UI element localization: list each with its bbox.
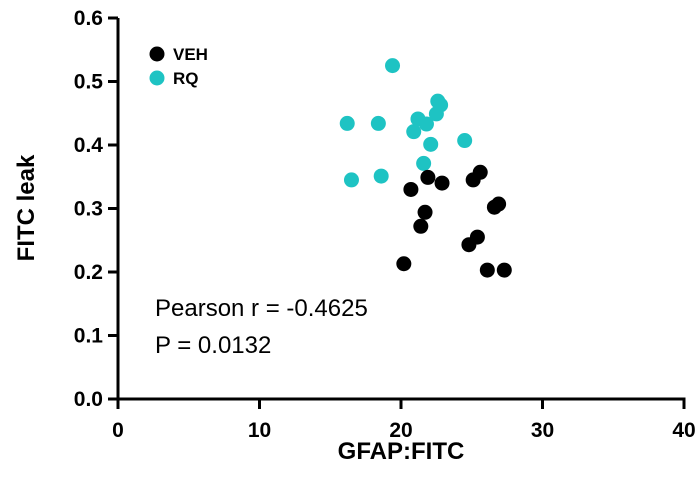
data-point-rq [343,172,359,188]
y-axis-title: FITC leak [13,154,40,261]
legend-marker-rq [149,70,165,86]
ticks: 0 10 20 30 40 0.0 0.1 0.2 0.3 0.4 0.5 0.6 [74,7,696,442]
data-point-rq [339,115,355,131]
series-rq [339,58,473,188]
data-point-veh [479,262,495,278]
series-veh [396,164,512,278]
y-tick-label: 0.5 [74,71,104,94]
y-tick-label: 0.2 [74,261,103,284]
data-point-rq [433,97,449,113]
data-point-veh [403,181,419,197]
data-point-veh [469,229,485,245]
p-value-annotation: P = 0.0132 [155,332,271,359]
data-point-veh [491,196,507,212]
data-point-veh [396,256,412,272]
data-point-veh [420,169,436,185]
y-tick-label: 0.6 [74,7,103,30]
legend-label-veh: VEH [173,45,208,64]
data-point-veh [496,262,512,278]
legend: VEH RQ [149,45,208,88]
legend-label-rq: RQ [173,69,199,88]
data-points [339,58,512,278]
data-point-rq [370,115,386,131]
y-tick-label: 0.4 [74,134,104,157]
pearson-annotation: Pearson r = -0.4625 [155,295,368,322]
legend-marker-veh [149,46,165,62]
data-point-rq [416,155,432,171]
data-point-rq [457,133,473,149]
x-axis-title: GFAP:FITC [338,438,465,465]
x-tick-label: 0 [112,419,124,442]
x-tick-label: 20 [389,419,412,442]
data-point-veh [434,175,450,191]
data-point-veh [472,164,488,180]
data-point-rq [373,168,389,184]
x-tick-label: 30 [531,419,554,442]
data-point-rq [418,116,434,132]
data-point-rq [423,136,439,152]
y-tick-label: 0.1 [74,325,104,348]
data-point-veh [417,204,433,220]
data-point-rq [406,124,422,140]
data-point-rq [385,58,401,74]
x-tick-label: 10 [248,419,271,442]
y-tick-label: 0.0 [74,388,103,411]
data-point-veh [413,218,429,234]
y-tick-label: 0.3 [74,198,103,221]
x-tick-label: 40 [672,419,695,442]
